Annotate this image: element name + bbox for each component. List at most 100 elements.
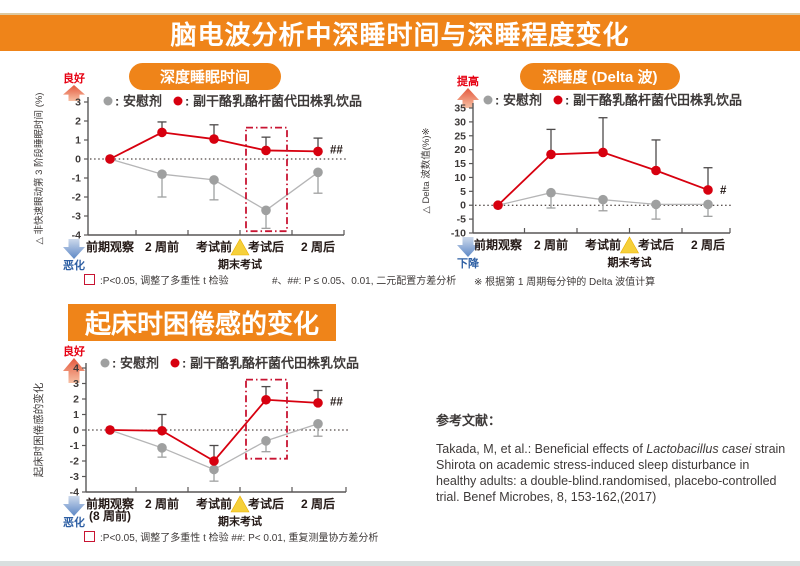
product-point [209,134,219,144]
product-point [261,145,271,156]
product-point [313,398,323,408]
y-axis-label: △ Delta 波数值(%)※ [420,127,432,213]
footnote-text: #、##: P ≤ 0.05、0.01, 二元配置方差分析 [272,276,457,287]
page-title: 脑电波分析中深睡时间与深睡程度变化 [170,19,630,50]
y-tick-label: 4 [73,363,79,375]
chart-title: 深睡度 (Delta 波) [542,68,657,86]
placebo-point [261,205,271,216]
legend-label: : 副干酪乳酪杆菌代田株乳饮品 [182,356,359,371]
category-label: 2 周后 [691,237,725,252]
y-tick-label: 2 [73,394,79,406]
reference-text: Takada, M, et al.: Beneficial effects of… [436,441,790,505]
main-title-banner: 脑电波分析中深睡时间与深睡程度变化 [0,15,800,51]
footnote-delta-wave: ※ 根据第 1 周期每分钟的 Delta 波值计算 [474,273,655,288]
product-point [209,456,219,466]
placebo-point [209,464,219,475]
down-arrow-icon [63,496,85,516]
good-label: 提高 [457,74,479,88]
y-tick-label: 1 [73,409,79,421]
red-box-icon [84,531,95,542]
product-point [105,425,115,435]
footnote-deep-sleep-left: :P<0.05, 调整了多重性 t 检验 [84,272,229,287]
y-tick-label: 1 [75,135,81,147]
legend-label: : 安慰剂 [115,94,162,109]
product-point [105,154,115,164]
y-tick-label: -3 [72,211,81,223]
category-label: 考试前 [196,496,232,511]
highlight-box [245,126,288,233]
section-title: 起床时困倦感的变化 [84,309,319,339]
down-arrow-icon [457,237,479,257]
reference-text-post: strain Shirota on academic stress-induce… [436,442,786,504]
yellow-triangle-icon [619,236,640,254]
good-label: 良好 [63,344,85,358]
category-label: 前期观察 [86,496,135,511]
category-label: 2 周前 [534,237,568,252]
section-title-banner: 起床时困倦感的变化 [68,304,336,341]
placebo-point [209,175,219,185]
y-tick-label: 0 [460,200,466,212]
y-tick-label: 15 [454,158,466,170]
y-tick-label: 30 [454,116,466,128]
product-point [703,185,713,195]
footnote-deep-sleep-right: #、##: P ≤ 0.05、0.01, 二元配置方差分析 [272,272,456,287]
y-tick-label: 0 [75,154,81,166]
y-tick-label: -5 [457,214,466,226]
up-arrow-icon [63,358,85,383]
placebo-point [157,443,167,453]
product-point [261,394,271,405]
y-tick-label: -4 [70,487,79,499]
y-tick-label: 5 [460,186,466,198]
y-tick-label: 0 [73,425,79,437]
y-tick-label: -1 [72,173,81,185]
y-tick-label: 3 [75,97,81,109]
exam-label: 期末考试 [608,255,652,269]
product-point [493,200,503,211]
chart-title-pill [520,63,680,90]
legend-dot [483,95,493,105]
exam-label: 期末考试 [218,514,262,528]
product-point [598,147,608,158]
up-arrow-icon [63,85,85,101]
legend-dot [103,96,113,106]
down-arrow-icon [63,239,85,259]
category-label: 2 周后 [301,239,335,254]
category-label: 考试前 [585,237,621,252]
category-label: 考试前 [196,239,232,254]
legend-dot [173,96,183,106]
reference-text-pre: Takada, M, et al.: Beneficial effects of [436,442,647,456]
placebo-point [598,194,608,205]
placebo-point [546,187,556,198]
y-tick-label: 3 [73,378,79,390]
legend-dot [100,358,110,368]
chart-title: 深度睡眠时间 [160,68,250,86]
product-point [157,127,167,138]
category-label: 考试后 [248,496,284,511]
legend-label: : 安慰剂 [112,356,159,371]
good-label: 良好 [63,71,85,85]
legend-label: : 副干酪乳酪杆菌代田株乳饮品 [185,94,362,109]
significance-annotation: ## [330,145,343,157]
category-label: 考试后 [248,239,284,254]
y-tick-label: 20 [454,144,466,156]
y-tick-label: 35 [454,103,466,115]
legend-label: : 安慰剂 [495,93,542,108]
product-point [651,165,661,176]
exam-label: 期末考试 [218,257,262,271]
legend-dot [170,358,180,368]
reference-block: 参考文献： Takada, M, et al.: Beneficial effe… [436,410,790,505]
reference-text-italic: Lactobacillus casei [646,442,752,456]
top-accent-line [0,13,800,15]
y-tick-label: -2 [70,456,79,468]
reference-heading: 参考文献： [436,413,502,428]
y-tick-label: 10 [454,172,466,184]
footnote-text: :P<0.05, 调整了多重性 t 检验 [100,276,229,287]
chart-title-pill [129,63,281,90]
y-tick-label: -3 [70,471,79,483]
legend-dot [553,95,563,105]
placebo-point [261,436,271,446]
category-label: 2 周前 [145,496,179,511]
significance-annotation: ## [330,396,343,408]
